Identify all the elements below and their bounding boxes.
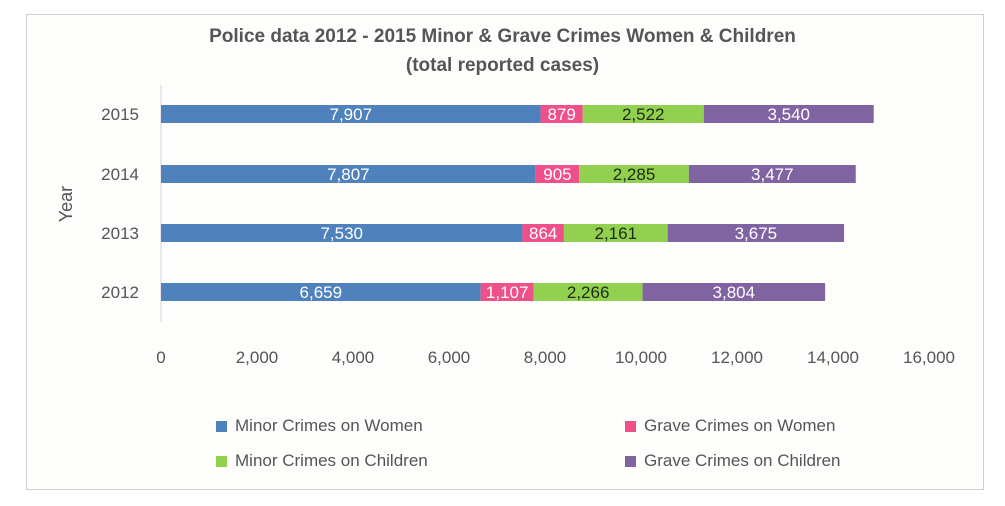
bar-segment <box>688 165 856 183</box>
x-tick-label: 12,000 <box>711 348 763 367</box>
legend-label: Grave Crimes on Women <box>644 416 836 435</box>
y-tick-label: 2012 <box>101 283 139 302</box>
bar-segment <box>540 105 583 123</box>
data-label: 7,807 <box>327 165 370 184</box>
data-label: 879 <box>547 105 575 124</box>
legend-swatch <box>216 420 227 432</box>
data-label: 864 <box>529 224 557 243</box>
y-tick-label: 2014 <box>101 165 139 184</box>
bar-segment <box>667 224 845 242</box>
x-tick-label: 6,000 <box>428 348 471 367</box>
chart-frame <box>26 14 984 490</box>
data-label: 2,161 <box>595 224 638 243</box>
data-label: 2,522 <box>622 105 665 124</box>
data-label: 2,285 <box>613 165 656 184</box>
data-label: 3,804 <box>713 283 756 302</box>
bar-segment <box>480 283 534 301</box>
y-axis-title: Year <box>56 186 76 222</box>
bar-segment <box>161 224 523 242</box>
bar-segment <box>161 105 541 123</box>
data-label: 1,107 <box>486 283 529 302</box>
x-tick-label: 4,000 <box>332 348 375 367</box>
legend-item-minor-women: Minor Crimes on Women <box>216 416 423 436</box>
x-tick-label: 16,000 <box>903 348 955 367</box>
x-tick-label: 14,000 <box>807 348 859 367</box>
chart-subtitle: (total reported cases) <box>405 55 600 76</box>
legend-label: Minor Crimes on Women <box>235 416 423 435</box>
bar-segment <box>582 105 704 123</box>
bar-segment <box>533 283 643 301</box>
bar-segment <box>161 165 536 183</box>
legend-item-grave-women: Grave Crimes on Women <box>625 416 835 436</box>
legend-label: Minor Crimes on Children <box>235 451 428 470</box>
data-label: 7,530 <box>320 224 363 243</box>
y-tick-label: 2013 <box>101 224 139 243</box>
bar-segment <box>642 283 826 301</box>
x-tick-label: 8,000 <box>524 348 567 367</box>
legend-swatch <box>216 455 227 467</box>
legend-label: Grave Crimes on Children <box>644 451 841 470</box>
bar-segment <box>703 105 874 123</box>
x-tick-label: 10,000 <box>615 348 667 367</box>
bar-segment <box>535 165 580 183</box>
chart-title: Police data 2012 - 2015 Minor & Grave Cr… <box>209 26 796 47</box>
data-label: 6,659 <box>300 283 343 302</box>
data-label: 2,266 <box>567 283 610 302</box>
x-tick-label: 0 <box>156 348 165 367</box>
bar-segment <box>161 283 481 301</box>
data-label: 3,675 <box>735 224 778 243</box>
bar-segment <box>522 224 564 242</box>
legend-item-minor-children: Minor Crimes on Children <box>216 451 428 471</box>
data-label: 905 <box>543 165 571 184</box>
chart-title-block: Police data 2012 - 2015 Minor & Grave Cr… <box>0 22 1005 80</box>
legend-swatch <box>625 455 636 467</box>
data-label: 3,477 <box>751 165 794 184</box>
x-tick-label: 2,000 <box>236 348 279 367</box>
legend-swatch <box>625 420 636 432</box>
legend-item-grave-children: Grave Crimes on Children <box>625 451 841 471</box>
bar-segment <box>579 165 689 183</box>
y-tick-label: 2015 <box>101 105 139 124</box>
data-label: 3,540 <box>767 105 810 124</box>
data-label: 7,907 <box>329 105 372 124</box>
bar-segment <box>563 224 668 242</box>
